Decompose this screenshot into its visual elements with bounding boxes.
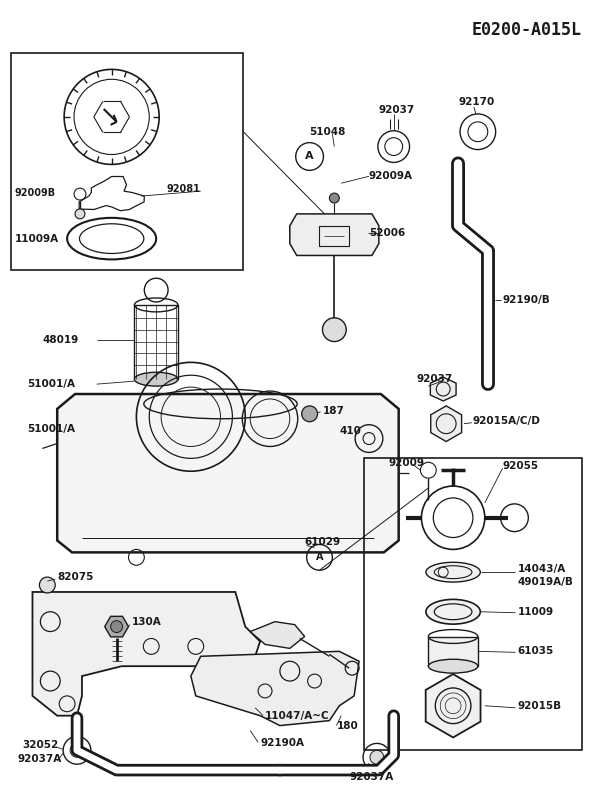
Bar (11, 53, 243, 270)
Bar (428, 637, 478, 667)
Bar (320, 226, 349, 245)
Circle shape (111, 621, 123, 633)
Text: 92037: 92037 (379, 105, 415, 115)
Circle shape (70, 744, 84, 757)
Text: 92190/B: 92190/B (503, 295, 550, 305)
Text: 92190A: 92190A (260, 738, 304, 748)
Text: 92037A: 92037A (18, 755, 62, 764)
Text: 92009A: 92009A (369, 171, 413, 182)
Polygon shape (191, 652, 359, 725)
Text: 14043/A: 14043/A (517, 564, 566, 575)
Text: 52006: 52006 (369, 228, 405, 237)
Polygon shape (425, 674, 480, 737)
Text: 410: 410 (339, 426, 361, 435)
Text: eReplacementParts.com: eReplacementParts.com (235, 493, 355, 503)
Bar (364, 458, 582, 751)
Polygon shape (104, 616, 129, 637)
Text: 51001/A: 51001/A (28, 379, 76, 389)
Polygon shape (57, 394, 399, 553)
Text: A: A (316, 553, 323, 562)
Text: 92055: 92055 (503, 461, 539, 472)
Text: 11009: 11009 (517, 607, 553, 617)
Bar (135, 305, 178, 379)
Text: 61035: 61035 (517, 646, 553, 656)
Text: 92037: 92037 (417, 374, 453, 384)
Polygon shape (431, 406, 461, 442)
Text: 49019A/B: 49019A/B (517, 577, 573, 587)
Text: 92081: 92081 (166, 184, 200, 194)
Polygon shape (250, 622, 304, 648)
Circle shape (329, 193, 339, 203)
Text: 130A: 130A (132, 617, 161, 626)
Text: 187: 187 (323, 406, 345, 416)
Polygon shape (290, 214, 379, 255)
Text: 92170: 92170 (458, 97, 494, 107)
Text: A: A (305, 152, 314, 161)
Text: 32052: 32052 (22, 740, 59, 751)
Circle shape (75, 209, 85, 219)
Text: 180: 180 (337, 721, 359, 730)
Ellipse shape (135, 373, 178, 386)
Text: 92015A/C/D: 92015A/C/D (473, 416, 541, 426)
Ellipse shape (426, 562, 480, 582)
Circle shape (40, 577, 55, 593)
Text: 11047/A~C: 11047/A~C (265, 711, 330, 721)
Polygon shape (32, 592, 260, 716)
Text: E0200-A015L: E0200-A015L (472, 21, 582, 39)
Text: 92009: 92009 (389, 458, 425, 468)
Circle shape (301, 406, 317, 422)
Polygon shape (430, 377, 456, 401)
Text: 92015B: 92015B (517, 701, 562, 711)
Text: 51048: 51048 (310, 127, 346, 137)
Circle shape (323, 318, 346, 342)
Text: 92037A: 92037A (349, 772, 394, 782)
Text: 48019: 48019 (42, 335, 78, 344)
Text: 51001/A: 51001/A (28, 424, 76, 434)
Text: 61029: 61029 (304, 538, 341, 548)
Circle shape (370, 751, 384, 764)
Text: 11009A: 11009A (15, 233, 59, 244)
Text: 92009B: 92009B (15, 188, 56, 198)
Text: 82075: 82075 (57, 572, 94, 582)
Ellipse shape (428, 659, 478, 673)
Ellipse shape (426, 600, 480, 624)
